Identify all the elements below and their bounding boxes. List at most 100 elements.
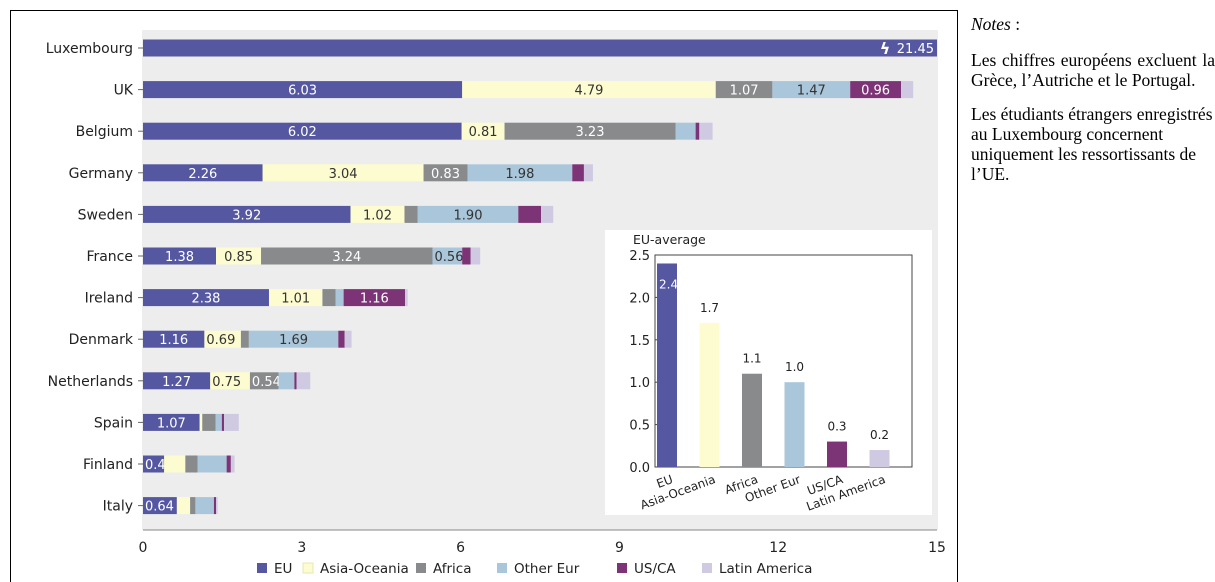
category-label-spain: Spain xyxy=(94,415,133,431)
bar-italy-asia-oceania xyxy=(176,497,191,515)
inset-data-label-latin-america: 0.2 xyxy=(870,428,889,442)
bar-uk-eu xyxy=(143,81,463,99)
bar-denmark-africa xyxy=(240,330,249,348)
bar-ireland-africa xyxy=(322,289,336,307)
category-label-france: France xyxy=(86,249,133,265)
x-tick-label-3: 3 xyxy=(297,540,306,556)
bar-sweden-other-eur xyxy=(417,205,519,223)
data-label-germany-eu: 2.26 xyxy=(188,167,217,182)
category-label-italy: Italy xyxy=(103,499,133,515)
bar-netherlands-africa xyxy=(249,372,279,390)
bar-spain-africa xyxy=(202,413,216,431)
bar-sweden-eu xyxy=(143,205,351,223)
bar-ireland-other-eur xyxy=(335,289,344,307)
inset-y-tick-label: 2.0 xyxy=(629,291,650,306)
inset-bar-other-eur xyxy=(784,382,805,467)
bar-finland-asia-oceania xyxy=(164,455,186,473)
bar-ireland-eu xyxy=(143,289,269,307)
bar-germany-eu xyxy=(143,164,263,182)
data-label-france-other-eur: 0.56 xyxy=(435,250,464,265)
data-label-ireland-eu: 2.38 xyxy=(192,292,221,307)
bar-spain-us-ca xyxy=(221,413,224,431)
data-label-sweden-other-eur: 1.90 xyxy=(454,208,483,223)
category-label-sweden: Sweden xyxy=(78,207,133,223)
legend-label-eu: EU xyxy=(274,561,292,577)
bar-uk-other-eur xyxy=(772,81,851,99)
notes-title-text: Notes xyxy=(971,14,1011,34)
bar-uk-us-ca xyxy=(850,81,902,99)
inset-y-tick-label: 0.0 xyxy=(629,461,650,476)
bar-netherlands-asia-oceania xyxy=(210,372,250,390)
bar-netherlands-latin-america xyxy=(296,372,311,390)
category-label-denmark: Denmark xyxy=(69,332,134,348)
bar-sweden-us-ca xyxy=(518,205,542,223)
bar-finland-eu xyxy=(143,455,165,473)
data-label-germany-asia-oceania: 3.04 xyxy=(329,167,358,182)
legend-swatch-asia-oceania xyxy=(302,562,314,574)
bar-finland-africa xyxy=(185,455,198,473)
bar-denmark-latin-america xyxy=(344,330,352,348)
data-label-netherlands-eu: 1.27 xyxy=(162,375,191,390)
category-label-germany: Germany xyxy=(69,166,133,182)
bar-netherlands-other-eur xyxy=(278,372,295,390)
data-label-france-asia-oceania: 0.85 xyxy=(224,250,253,265)
inset-title: EU-average xyxy=(633,232,706,247)
category-label-ireland: Ireland xyxy=(85,291,133,307)
data-label-uk-eu: 6.03 xyxy=(288,84,317,99)
legend-swatch-eu xyxy=(257,563,267,573)
data-label-denmark-asia-oceania: 0.69 xyxy=(206,333,235,348)
legend-label-africa: Africa xyxy=(433,561,472,577)
bar-germany-us-ca xyxy=(572,164,584,182)
bar-italy-us-ca xyxy=(213,497,217,515)
data-label-netherlands-africa: 0.54 xyxy=(252,375,281,390)
inset-panel xyxy=(605,230,932,515)
data-label-sweden-eu: 3.92 xyxy=(232,208,261,223)
data-label-denmark-other-eur: 1.69 xyxy=(279,333,308,348)
legend-swatch-us-ca xyxy=(617,563,627,573)
bar-spain-eu xyxy=(143,413,200,431)
main-chart: Luxembourg 21.45 ϟ UK 6.03 4.79 1.07 1.47 0.96 Be… xyxy=(46,30,946,577)
category-label-belgium: Belgium xyxy=(76,124,133,140)
inset-bar-latin-america xyxy=(869,450,890,467)
bar-italy-other-eur xyxy=(195,497,214,515)
bar-netherlands-eu xyxy=(143,372,211,390)
axis-break-marker: ϟ xyxy=(880,39,891,58)
inset-bar-africa xyxy=(742,373,762,467)
category-label-luxembourg: Luxembourg xyxy=(46,41,133,57)
x-tick-label-6: 6 xyxy=(456,540,465,556)
bar-italy-africa xyxy=(190,497,196,515)
data-label-uk-africa: 1.07 xyxy=(730,84,759,99)
inset-plot-frame xyxy=(654,254,913,468)
legend-swatch-latin-america xyxy=(702,563,712,573)
bar-germany-other-eur xyxy=(467,164,573,182)
inset-y-tick-label: 1.5 xyxy=(629,334,650,349)
data-label-italy-eu: 0.64 xyxy=(145,500,174,515)
inset-y-tick-label: 0.5 xyxy=(629,419,650,434)
data-label-uk-asia-oceania: 4.79 xyxy=(574,84,603,99)
bar-finland-latin-america xyxy=(230,455,235,473)
legend-label-other-eur: Other Eur xyxy=(514,561,580,577)
bar-uk-latin-america xyxy=(901,81,914,99)
data-label-finland-eu: 0.4 xyxy=(145,458,166,473)
bar-denmark-asia-oceania xyxy=(204,330,241,348)
bar-ireland-asia-oceania xyxy=(268,289,323,307)
bar-ireland-us-ca xyxy=(343,289,406,307)
bar-uk-africa xyxy=(715,81,773,99)
inset-category-label-eu: EU xyxy=(655,472,675,491)
data-label-netherlands-asia-oceania: 0.75 xyxy=(212,375,241,390)
bar-netherlands-us-ca xyxy=(294,372,297,390)
bar-finland-other-eur xyxy=(197,455,227,473)
bar-france-latin-america xyxy=(470,247,481,265)
inset-data-label-africa: 1.1 xyxy=(742,352,761,366)
bar-finland-us-ca xyxy=(226,455,231,473)
data-label-belgium-africa: 3.23 xyxy=(576,125,605,140)
bar-sweden-latin-america xyxy=(541,205,554,223)
bar-belgium-africa xyxy=(504,122,676,140)
inset-data-label-eu: 2.4 xyxy=(659,277,678,291)
bar-uk-asia-oceania xyxy=(462,81,716,99)
bar-sweden-africa xyxy=(404,205,418,223)
data-label-spain-eu: 1.07 xyxy=(157,416,186,431)
bar-france-africa xyxy=(261,247,433,265)
data-label-sweden-asia-oceania: 1.02 xyxy=(363,208,392,223)
data-label-germany-africa: 0.83 xyxy=(431,167,460,182)
